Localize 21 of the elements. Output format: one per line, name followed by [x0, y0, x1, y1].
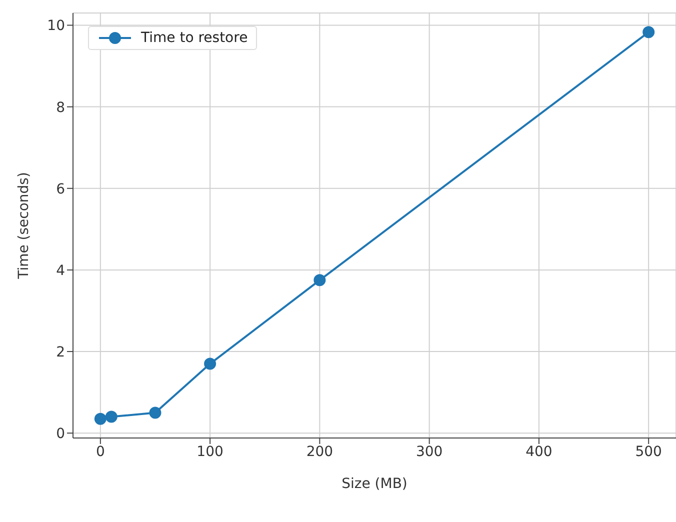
- point: [642, 26, 655, 38]
- y-tick-label: 2: [56, 344, 65, 360]
- x-tick-label: 400: [526, 444, 552, 460]
- x-tick-label: 0: [96, 444, 105, 460]
- point: [204, 358, 216, 370]
- point: [314, 274, 326, 286]
- y-tick-label: 6: [56, 181, 66, 198]
- x-axis-title: Size (MB): [342, 476, 408, 492]
- x-tick-label: 200: [306, 444, 334, 460]
- x-tick-label: 100: [196, 444, 224, 460]
- y-tick-label: 8: [56, 100, 65, 116]
- point: [105, 410, 118, 423]
- y-tick-label: 0: [56, 426, 65, 442]
- point: [94, 412, 106, 425]
- x-tick-label: 500: [635, 444, 662, 460]
- y-axis-title: Time (seconds): [16, 172, 32, 280]
- point: [149, 406, 162, 419]
- y-tick-label: 10: [47, 18, 65, 34]
- legend-label: Time to restore: [141, 30, 248, 46]
- y-tick-label: 4: [56, 262, 66, 279]
- x-tick-label: 300: [416, 444, 443, 460]
